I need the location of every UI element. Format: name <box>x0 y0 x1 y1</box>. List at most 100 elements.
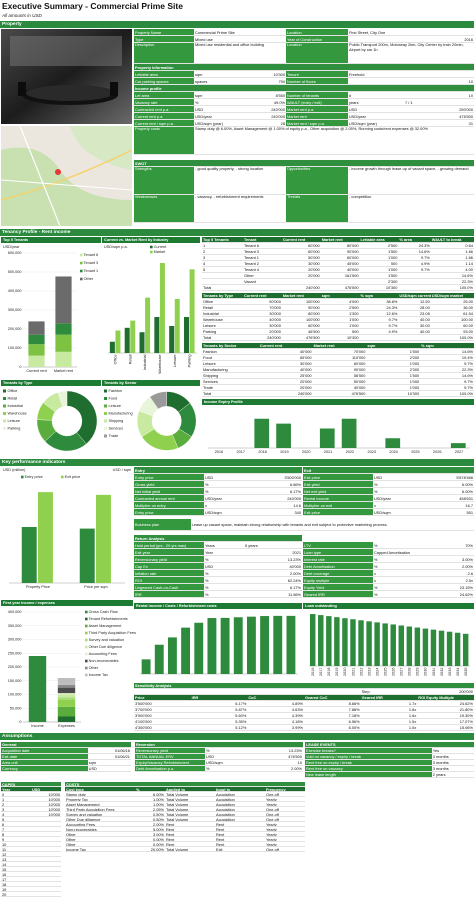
table-cell: Exit <box>216 847 223 851</box>
table-cell: 20'000 <box>300 379 312 384</box>
table-row: SWOT <box>134 160 474 167</box>
table-cell: 9.7% <box>388 317 398 322</box>
x-tick-label: 2027 <box>400 668 404 676</box>
table-cell: 20'000 <box>308 267 320 272</box>
table-cell: Vacancy rate <box>134 99 194 105</box>
table-cell: 14 <box>2 862 7 866</box>
table-cell: Acquisition <box>216 797 235 801</box>
legend-label: Income Tax <box>89 673 108 677</box>
table-cell: TOTAL ANNUAL ERV <box>135 754 205 759</box>
table-cell: 1'000 <box>349 323 359 328</box>
table-cell: Freehold <box>349 71 365 77</box>
table-cell: % <box>205 570 209 576</box>
table-cell: Opportunities <box>286 167 348 194</box>
table-cell: Manufacturing <box>203 367 228 372</box>
table-cell: 12.6% <box>386 311 398 316</box>
table-cell: 17 <box>2 877 7 881</box>
table-cell: Warehouse <box>203 317 223 322</box>
legend-label: Tenant 1 <box>84 269 99 273</box>
y-tick-label: 50,000 <box>10 706 22 710</box>
table-cell: 10 <box>297 760 302 765</box>
chart-title: Tenants by Sector <box>104 381 137 385</box>
table-row: Food 65'000 110'000 2'000 19.4% <box>202 355 474 361</box>
table-cell: Step <box>361 689 370 694</box>
legend-swatch <box>3 397 6 400</box>
table-cell: USD/sqm <box>206 760 223 765</box>
table-row: Equity multiple x 2.5x <box>303 577 474 584</box>
legend-label: Leisure <box>8 419 20 423</box>
x-tick-label: 2020 <box>343 668 347 676</box>
bar <box>260 616 270 674</box>
table-cell: 20'000 <box>300 385 312 390</box>
table-cell: 40.00 <box>420 329 430 334</box>
table-cell: USD <box>206 754 215 759</box>
table-cell: Rent <box>166 822 175 826</box>
table-cell: Commercial Prime Site <box>195 29 235 35</box>
bar <box>38 492 53 583</box>
bar-segment <box>57 716 76 722</box>
table-row: Office 50'000 100'000 4'000 38.8% 12.50 25.00 <box>202 299 474 305</box>
bar <box>194 622 204 674</box>
legend-label: Market <box>154 250 167 254</box>
table-row: Industrial 30'000 80'000 1'300 12.6% 23.08 61.… <box>202 311 474 317</box>
table-cell: Equity multiple <box>303 577 373 583</box>
table-cell: % <box>374 584 378 590</box>
x-tick-label: 2024 <box>389 450 397 454</box>
table-cell: 6.00% <box>152 792 164 796</box>
x-tick-label: Income <box>31 724 43 728</box>
table-cell: Market rent p.a. <box>286 106 348 112</box>
table-cell: 100.0% <box>459 335 473 340</box>
table-row: Sensitivity Analysis <box>134 683 474 689</box>
y-tick-label: 500,000 <box>8 270 22 274</box>
x-tick-label: 2025 <box>411 450 419 454</box>
table-cell: 70'000 <box>269 305 281 310</box>
table-cell: # <box>349 92 352 98</box>
legend-label: Tenant 6 <box>84 253 99 257</box>
table-cell: 60'000 <box>353 361 366 366</box>
table-row: Warehouse 40'000 100'000 1'000 9.7% 40.00 100.… <box>202 317 474 323</box>
table-cell: 4.89% <box>291 701 303 706</box>
table-cell: 90'000 <box>353 367 366 372</box>
bar <box>273 615 283 674</box>
table-cell: Yearly <box>266 842 277 846</box>
table-cell: 7 / 1 <box>405 99 413 105</box>
table-row: Expiry/Vacancy Refurbishment USD/sqm 10 <box>135 760 303 766</box>
legend-label: Services <box>109 427 124 431</box>
table-cell: Contracted rent p.a. <box>134 106 194 112</box>
legend-label: Accounting Fees <box>89 652 117 656</box>
bar <box>246 616 256 674</box>
x-tick-label: Current rent <box>26 369 47 373</box>
table-cell: x <box>374 570 376 576</box>
table-header-cell: Frequency <box>265 787 305 791</box>
x-tick-label: Warehouse <box>158 355 162 374</box>
table-cell: Asset Management <box>66 802 100 806</box>
table-cell: Net initial yield <box>134 488 204 494</box>
y-tick-label: 300,000 <box>8 638 22 642</box>
table-cell: Hold period (yrs - 20 yrs max) <box>134 542 204 548</box>
bar <box>233 617 243 674</box>
table-cell: 10'000 <box>48 797 60 801</box>
x-tick-label: 2021 <box>351 668 355 676</box>
table-row: Net initial yield% 6.17% <box>134 488 302 495</box>
table-cell: 240'000 <box>267 335 281 340</box>
table-row: Currency USD <box>1 766 131 772</box>
table-row: 6 <box>1 822 61 827</box>
table-row: Manufacturing 40'000 90'000 2'300 22.3% <box>202 367 474 373</box>
table-cell: Tenant 3 <box>244 249 259 254</box>
chart-header <box>303 603 474 609</box>
table-cell: 01/06/16 <box>114 748 130 753</box>
table-cell: Rent <box>166 827 175 831</box>
bar <box>385 438 401 448</box>
table-row: Leisure 30'000 60'000 1'000 9.7% 30.00 60.00 <box>202 323 474 329</box>
table-cell: Property Name <box>134 29 194 35</box>
bar <box>310 614 316 666</box>
table-header-cell: CoC <box>247 695 304 700</box>
table-header-cell: sqm <box>320 293 360 298</box>
table-cell: Lease up vacant space, maintain strong r… <box>191 522 388 527</box>
table-header-cell: Geared IRR <box>360 695 418 700</box>
table-cell: 16 <box>2 872 7 876</box>
table-cell: % <box>206 748 210 753</box>
table-cell: Fashion <box>203 349 217 354</box>
table-cell: Exercise breaks? <box>305 748 432 753</box>
